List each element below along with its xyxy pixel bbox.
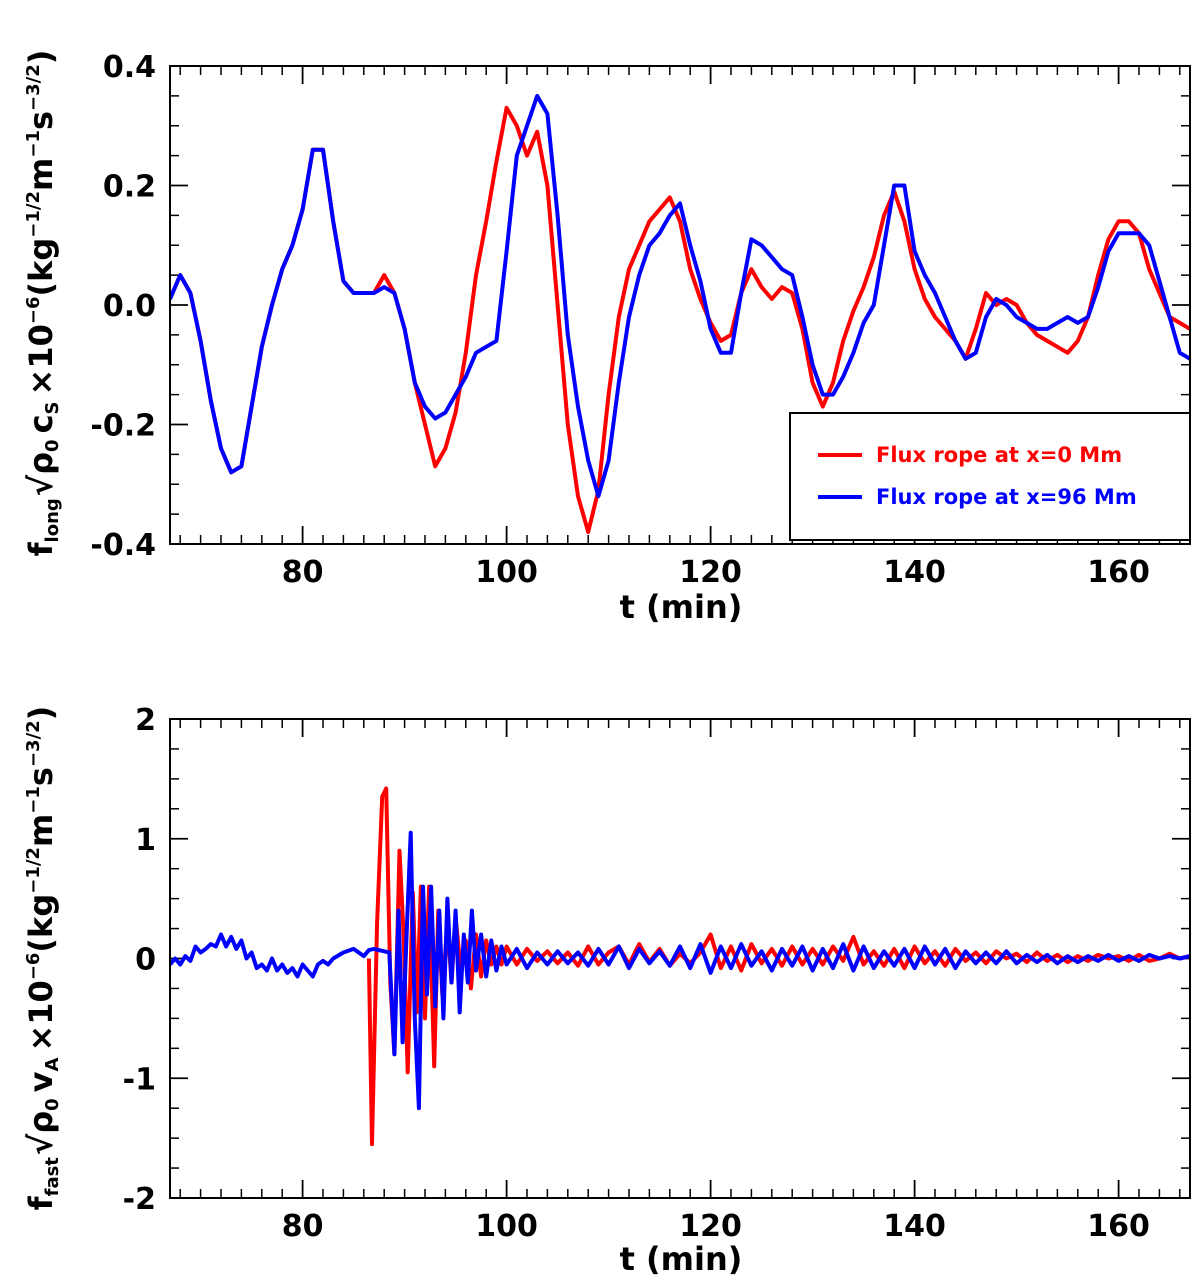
y-axis-title-bottom: ffast√ρ0vA×10−6(kg−1/2m−1s−3/2) xyxy=(22,706,63,1211)
x-tick-label: 140 xyxy=(883,555,946,590)
legend-box xyxy=(789,412,1191,541)
longitudinal-panel: 80 100 120 140 160 -0.4 -0.2 0.0 0.2 0.4 xyxy=(90,50,1191,590)
x-tick-label: 100 xyxy=(475,1209,538,1244)
x-tick-label: 120 xyxy=(679,555,742,590)
y-tick-label: 0 xyxy=(135,943,156,978)
plot-frame xyxy=(169,65,1191,545)
y-tick-label: -0.2 xyxy=(90,409,156,444)
plot-frame xyxy=(169,718,1191,1199)
x-tick-label: 80 xyxy=(282,1209,324,1244)
x-tick-label: 160 xyxy=(1087,555,1150,590)
legend-label-x0: Flux rope at x=0 Mm xyxy=(876,443,1122,467)
y-tick-label: 0.4 xyxy=(103,50,156,85)
legend-label-x96: Flux rope at x=96 Mm xyxy=(876,485,1137,509)
y-tick-label: 0.2 xyxy=(103,170,156,205)
x-tick-label: 120 xyxy=(679,1209,742,1244)
y-tick-label: -0.4 xyxy=(90,528,156,563)
y-tick-label: -2 xyxy=(123,1182,156,1217)
x-tick-label: 160 xyxy=(1087,1209,1150,1244)
y-tick-label: 2 xyxy=(135,703,156,738)
x-axis-title-bottom: t (min) xyxy=(620,1240,743,1278)
x-axis-title-top: t (min) xyxy=(620,588,743,626)
y-tick-label: -1 xyxy=(123,1062,156,1097)
x-tick-label: 80 xyxy=(282,555,324,590)
series-line-x96 xyxy=(170,830,1190,1111)
fast-panel: 80 100 120 140 160 -2 -1 0 1 2 xyxy=(123,703,1191,1244)
y-tick-label: 0.0 xyxy=(103,289,156,324)
y-axis-title-top: flong√ρ0cS×10−6(kg−1/2m−1s−3/2) xyxy=(22,50,63,557)
x-tick-label: 140 xyxy=(883,1209,946,1244)
legend: Flux rope at x=0 Mm Flux rope at x=96 Mm xyxy=(789,412,1191,541)
x-tick-label: 100 xyxy=(475,555,538,590)
series-line-x96 xyxy=(170,93,1190,499)
y-tick-label: 1 xyxy=(135,823,156,858)
series-line-x0 xyxy=(366,786,1190,1147)
